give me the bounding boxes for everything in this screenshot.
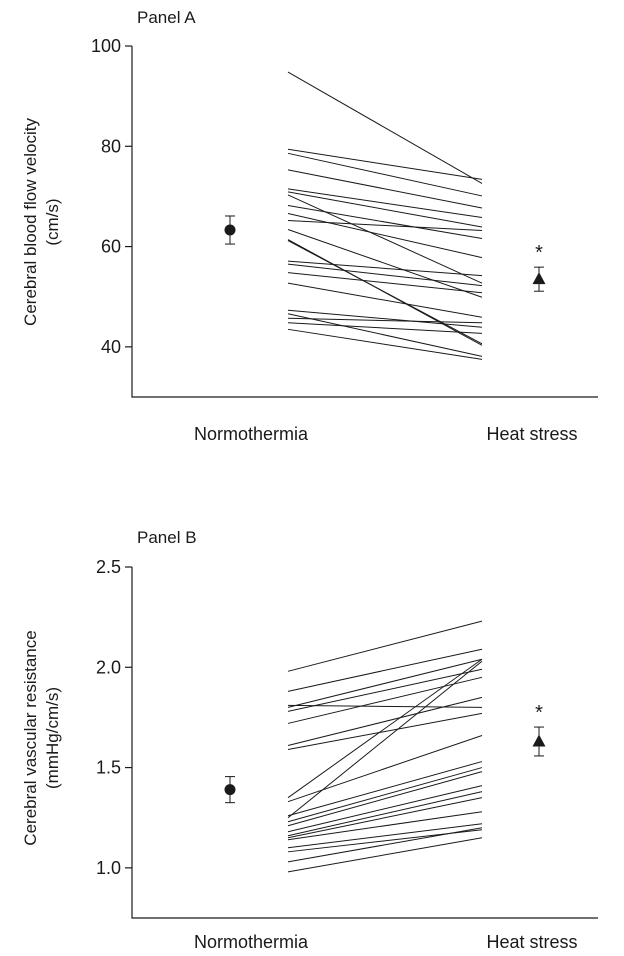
panel-a: Panel A Cerebral blood flow velocity (cm… — [21, 8, 598, 444]
panel-b-subject-line — [287, 668, 483, 712]
panel-b-significance-asterisk: * — [535, 702, 543, 724]
panel-a-subject-line — [287, 272, 483, 294]
panel-a-ylabel-unit: (cm/s) — [43, 198, 62, 245]
panel-a-mean-marker-heat-stress — [532, 272, 546, 285]
panel-b-subject-line — [287, 761, 483, 817]
panel-a-axes — [131, 46, 598, 398]
panel-b-subject-line — [287, 658, 483, 799]
panel-b-subject-line — [287, 823, 483, 849]
panel-b-summary: * — [224, 702, 546, 804]
panel-b-xtick-heat-stress: Heat stress — [486, 932, 577, 952]
panel-a-subject-line — [287, 309, 483, 328]
panel-a-xtick-normothermia: Normothermia — [194, 424, 309, 444]
panel-a-subject-line — [287, 282, 483, 318]
panel-a-subject-line — [287, 263, 483, 287]
panel-a-subject-line — [287, 194, 483, 284]
panel-a-subject-line — [287, 219, 483, 232]
panel-a-subject-line — [287, 240, 483, 345]
panel-a-subject-line — [287, 229, 483, 298]
panel-b-mean-marker-normothermia — [224, 784, 236, 796]
panel-a-ticks: 40 60 80 100 — [91, 36, 132, 357]
panel-b-subject-line — [287, 676, 483, 724]
panel-a-subject-line — [287, 191, 483, 228]
panel-a-ytick-label: 80 — [101, 136, 121, 156]
panel-b-subject-line — [287, 771, 483, 827]
panel-a-label: Panel A — [137, 8, 196, 27]
panel-b: Panel B Cerebral vascular resistance (mm… — [21, 528, 598, 952]
panel-b-ytick-label: 1.0 — [96, 858, 121, 878]
panel-b-subject-line — [287, 620, 483, 672]
panel-b-subject-line — [287, 797, 483, 839]
panel-b-subject-line — [287, 811, 483, 841]
panel-a-ytick-label: 100 — [91, 36, 121, 56]
panel-b-ticks: 1.0 1.5 2.0 2.5 — [96, 557, 132, 878]
panel-b-label: Panel B — [137, 528, 197, 547]
panel-b-ytick-label: 2.0 — [96, 657, 121, 677]
panel-b-lines — [287, 620, 483, 873]
panel-b-subject-line — [287, 735, 483, 803]
panel-a-xtick-heat-stress: Heat stress — [486, 424, 577, 444]
panel-b-ytick-label: 2.5 — [96, 557, 121, 577]
panel-a-summary: * — [224, 215, 546, 292]
panel-a-ylabel: Cerebral blood flow velocity — [21, 118, 40, 326]
panel-a-lines — [287, 71, 483, 360]
panel-b-mean-marker-heat-stress — [532, 734, 546, 747]
panel-b-subject-line — [287, 827, 483, 863]
panel-b-subject-line — [287, 660, 483, 819]
panel-a-subject-line — [287, 260, 483, 277]
panel-a-subject-line — [287, 313, 483, 357]
panel-b-subject-line — [287, 791, 483, 837]
panel-a-subject-line — [287, 169, 483, 209]
panel-b-subject-line — [287, 704, 483, 708]
panel-b-ylabel: Cerebral vascular resistance — [21, 630, 40, 845]
panel-b-subject-line — [287, 658, 483, 708]
panel-b-axes — [131, 567, 598, 919]
panel-a-subject-line — [287, 328, 483, 360]
panel-a-subject-line — [287, 148, 483, 180]
panel-a-subject-line — [287, 212, 483, 259]
panel-a-subject-line — [287, 322, 483, 334]
panel-b-ylabel-unit: (mmHg/cm/s) — [43, 687, 62, 789]
panel-a-significance-asterisk: * — [535, 242, 543, 264]
panel-a-ytick-label: 60 — [101, 237, 121, 257]
panel-a-subject-line — [287, 152, 483, 197]
panel-a-subject-line — [287, 71, 483, 184]
panel-b-xtick-normothermia: Normothermia — [194, 932, 309, 952]
panel-a-subject-line — [287, 204, 483, 240]
panel-a-ytick-label: 40 — [101, 337, 121, 357]
panel-b-subject-line — [287, 712, 483, 751]
panel-b-subject-line — [287, 648, 483, 692]
panel-a-subject-line — [287, 317, 483, 324]
panel-b-subject-line — [287, 696, 483, 746]
panel-a-subject-line — [287, 188, 483, 218]
panel-b-ytick-label: 1.5 — [96, 758, 121, 778]
panel-a-mean-marker-normothermia — [224, 224, 236, 236]
panel-b-subject-line — [287, 767, 483, 823]
panel-b-subject-line — [287, 837, 483, 873]
panel-b-subject-line — [287, 785, 483, 833]
